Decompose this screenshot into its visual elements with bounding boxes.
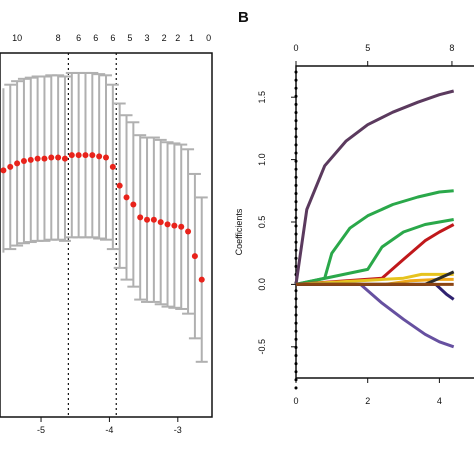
- panel-a-point: [157, 219, 164, 226]
- panel-b-series-line: [296, 282, 455, 349]
- panel-b-top-tick-labels: 0 5 8: [293, 43, 454, 66]
- panel-b-x-tick-label: 2: [365, 396, 370, 406]
- panel-a-error-bars: [2, 71, 208, 363]
- panel-a-top-tick-label: 6: [93, 33, 98, 43]
- panel-a-top-tick-label: 3: [145, 33, 150, 43]
- panel-a-reference-lines: [67, 53, 117, 417]
- panel-a-point: [34, 155, 41, 162]
- panel-a-top-tick-label: 6: [110, 33, 115, 43]
- panel-b-series-line: [295, 218, 454, 286]
- panel-b-letter: B: [238, 9, 249, 26]
- panel-b-series-line: [294, 89, 455, 285]
- panel-a-x-tick-label: -4: [105, 425, 113, 435]
- panel-b-y-axis: -0.5 0.0 0.5 1.0 1.5: [257, 91, 296, 355]
- panel-a-point: [82, 152, 89, 159]
- panel-b-series-line: [295, 272, 454, 286]
- panel-a-point: [75, 152, 82, 159]
- panel-b-x-axis: 0 2 4: [293, 378, 442, 406]
- panel-a-x-tick-label: -5: [37, 425, 45, 435]
- panel-a-frame: [0, 52, 213, 418]
- panel-a-x-tick-label: -3: [174, 425, 182, 435]
- panel-a-point: [185, 228, 192, 235]
- panel-b-y-tick-label: 0.5: [257, 216, 267, 229]
- panel-a-top-tick-label: 8: [56, 33, 61, 43]
- panel-a-top-tick-labels: 10 8 6 6 6 5 3 2 2 1 0: [12, 33, 211, 43]
- panel-a-point: [171, 222, 178, 229]
- panel-b-top-tick-label: 5: [365, 43, 370, 53]
- panel-a-point: [109, 163, 116, 170]
- panel-a-top-tick-label: 1: [189, 33, 194, 43]
- panel-a-point: [89, 152, 96, 159]
- panel-a-point: [20, 158, 27, 165]
- panel-b-series-line: [295, 189, 454, 286]
- panel-a-top-tick-label: 2: [175, 33, 180, 43]
- panel-a-point: [7, 163, 14, 170]
- panel-a-point: [198, 276, 205, 283]
- panel-a-point: [130, 201, 137, 208]
- panel-a-top-tick-label: 0: [206, 33, 211, 43]
- panel-b-y-axis-label: Coefficients: [234, 208, 244, 255]
- panel-b-y-tick-label: 1.5: [257, 91, 267, 104]
- panel-a-point: [123, 194, 130, 201]
- panel-b-y-tick-label: 1.0: [257, 153, 267, 166]
- panel-a-point: [164, 221, 171, 228]
- panel-b-coefficient-paths: [294, 89, 455, 349]
- panel-a-point: [96, 153, 103, 160]
- panel-a-point: [191, 253, 198, 260]
- panel-a-point: [103, 154, 109, 161]
- panel-b-x-tick-label: 0: [293, 396, 298, 406]
- panel-a-point: [27, 156, 34, 163]
- panel-b-y-tick-label: 0.0: [257, 278, 267, 291]
- panel-b-top-tick-label: 8: [449, 43, 454, 53]
- panel-a-point: [41, 155, 48, 162]
- panel-b-y-tick-label: -0.5: [257, 339, 267, 355]
- panel-a-point: [150, 216, 157, 223]
- panel-a-point: [137, 214, 144, 221]
- panel-a-point: [48, 154, 55, 161]
- panel-a-points: [0, 152, 205, 283]
- panel-a-point: [61, 155, 68, 162]
- panel-a-point: [68, 152, 75, 159]
- panel-a-x-axis: -5 -4 -3: [37, 417, 182, 435]
- panel-a-point: [0, 167, 7, 174]
- panel-a-top-tick-label: 2: [162, 33, 167, 43]
- panel-a-top-tick-label: 6: [76, 33, 81, 43]
- panel-a-top-tick-label: 10: [12, 33, 22, 43]
- panel-a-point: [144, 216, 151, 223]
- panel-a-point: [178, 223, 185, 230]
- panel-b-x-tick-label: 4: [437, 396, 442, 406]
- panel-b-top-tick-label: 0: [293, 43, 298, 53]
- panel-a-point: [14, 160, 21, 167]
- panel-a-point: [55, 154, 62, 161]
- panel-a-point: [116, 182, 123, 189]
- panel-a-top-tick-label: 5: [127, 33, 132, 43]
